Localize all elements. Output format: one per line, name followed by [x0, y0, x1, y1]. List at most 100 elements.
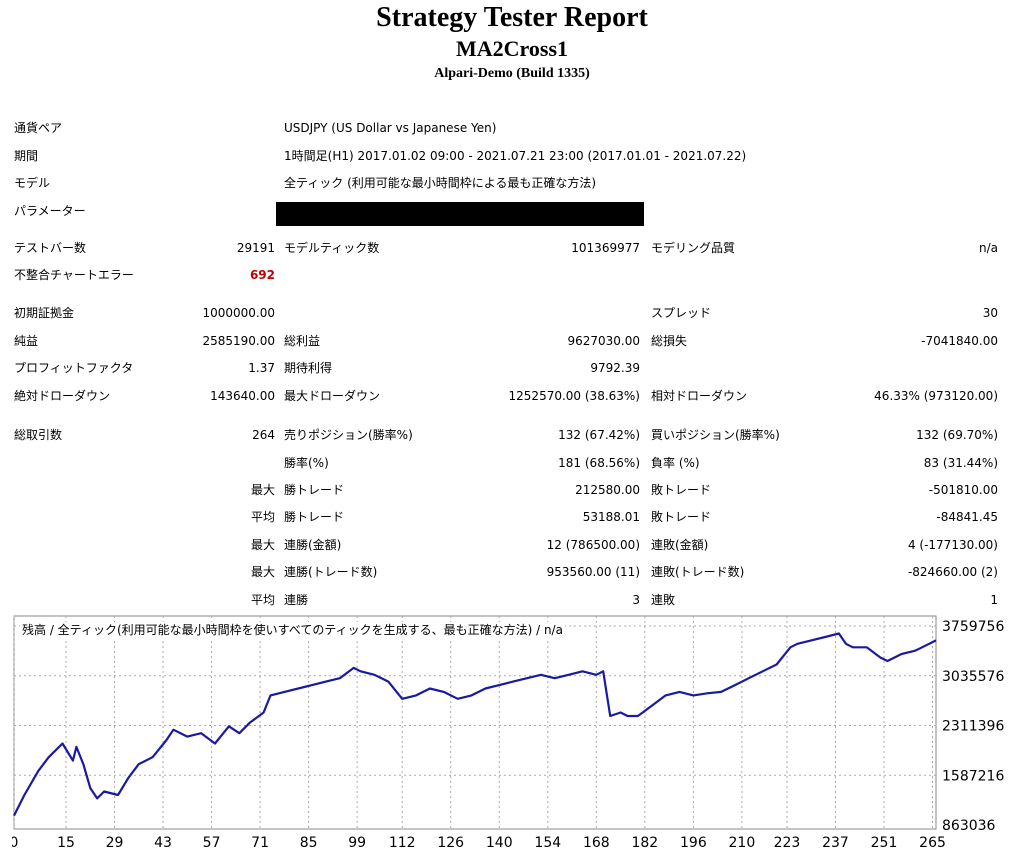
y-tick-label: 2311396	[942, 719, 1004, 735]
mismatch-label: 不整合チャートエラー	[14, 268, 134, 282]
x-tick-label: 196	[680, 835, 707, 851]
cons-loss-cnt-label: 連敗(トレード数)	[651, 565, 745, 579]
x-tick-label: 99	[348, 835, 366, 851]
max-label-2: 最大	[250, 538, 275, 552]
max-dd-value: 1252570.00 (38.63%)	[508, 389, 640, 403]
quality-value: n/a	[978, 241, 998, 255]
x-tick-label: 237	[822, 835, 849, 851]
cons-win-amt-label: 連勝(金額)	[284, 538, 342, 552]
payoff-value: 9792.39	[590, 361, 640, 375]
short-value: 132 (67.42%)	[558, 428, 640, 442]
win-label: 勝率(%)	[284, 456, 329, 470]
x-tick-label: 210	[729, 835, 756, 851]
bars-value: 29191	[236, 241, 275, 255]
avg-loss-value: -84841.45	[936, 510, 998, 524]
spread-value: 30	[982, 306, 998, 320]
x-tick-label: 112	[389, 835, 416, 851]
bars-label: テストバー数	[14, 241, 87, 255]
expert-name: MA2Cross1	[455, 36, 569, 61]
avg-win-value: 53188.01	[582, 510, 640, 524]
cons-loss-amt-label: 連敗(金額)	[651, 538, 709, 552]
cons-win-cnt-label: 連勝(トレード数)	[284, 565, 378, 579]
cons-win-amt-value: 12 (786500.00)	[546, 538, 640, 552]
avg-cons-loss-value: 1	[990, 593, 998, 607]
gross-profit-value: 9627030.00	[567, 334, 640, 348]
deposit-value: 1000000.00	[202, 306, 275, 320]
max-loss-value: -501810.00	[928, 483, 998, 497]
report-title: Strategy Tester Report	[376, 2, 648, 33]
x-tick-label: 223	[774, 835, 801, 851]
spread-label: スプレッド	[651, 306, 712, 320]
quality-label: モデリング品質	[651, 241, 736, 255]
ticks-label: モデルティック数	[284, 241, 380, 255]
x-tick-label: 57	[203, 835, 221, 851]
cons-win-cnt-value: 953560.00 (11)	[546, 565, 640, 579]
x-tick-label: 43	[154, 835, 172, 851]
avg-cons-win-label: 連勝	[284, 593, 309, 607]
avg-win-label: 勝トレード	[284, 510, 345, 524]
rel-dd-label: 相対ドローダウン	[651, 389, 748, 403]
gross-loss-label: 総損失	[651, 334, 688, 348]
x-tick-label: 182	[631, 835, 658, 851]
x-tick-label: 71	[251, 835, 269, 851]
period-value: 1時間足(H1) 2017.01.02 09:00 - 2021.07.21 2…	[284, 149, 747, 163]
y-tick-label: 863036	[942, 818, 996, 834]
avg-loss-label: 敗トレード	[651, 510, 712, 524]
win-value: 181 (68.56%)	[558, 456, 640, 470]
max-loss-label: 敗トレード	[651, 483, 712, 497]
short-label: 売りポジション(勝率%)	[284, 428, 413, 442]
period-label: 期間	[14, 149, 39, 163]
x-tick-label: 126	[437, 835, 464, 851]
mismatch-value: 692	[249, 268, 275, 282]
avg-label-2: 平均	[250, 593, 275, 607]
x-tick-label: 85	[300, 835, 318, 851]
params-redacted	[276, 202, 644, 226]
x-tick-label: 251	[871, 835, 898, 851]
payoff-label: 期待利得	[284, 361, 333, 375]
symbol-label: 通貨ペア	[14, 121, 63, 135]
x-tick-label: 265	[919, 835, 946, 851]
trades-value: 264	[252, 428, 275, 442]
max-dd-label: 最大ドローダウン	[284, 389, 381, 403]
max-win-value: 212580.00	[575, 483, 640, 497]
avg-cons-win-value: 3	[632, 593, 640, 607]
gross-profit-label: 総利益	[284, 334, 321, 348]
rel-dd-value: 46.33% (973120.00)	[874, 389, 998, 403]
model-value: 全ティック (利用可能な最小時間枠による最も正確な方法)	[284, 176, 597, 190]
trades-label: 総取引数	[14, 428, 63, 442]
avg-label-1: 平均	[250, 510, 275, 524]
y-tick-label: 1587216	[942, 768, 1004, 784]
pf-label: プロフィットファクタ	[14, 361, 134, 375]
abs-dd-label: 絶対ドローダウン	[14, 389, 111, 403]
cons-loss-cnt-value: -824660.00 (2)	[907, 565, 998, 579]
gross-loss-value: -7041840.00	[921, 334, 998, 348]
balance-line	[13, 632, 937, 817]
loss-value: 83 (31.44%)	[923, 456, 998, 470]
pf-value: 1.37	[248, 361, 275, 375]
x-tick-label: 29	[106, 835, 124, 851]
x-tick-label: 154	[534, 835, 561, 851]
avg-cons-loss-label: 連敗	[651, 593, 676, 607]
x-tick-label: 15	[57, 835, 75, 851]
long-label: 買いポジション(勝率%)	[651, 428, 780, 442]
model-label: モデル	[14, 176, 51, 190]
x-tick-label: 168	[583, 835, 610, 851]
deposit-label: 初期証拠金	[14, 306, 75, 320]
net-value: 2585190.00	[202, 334, 275, 348]
y-tick-label: 3759756	[942, 619, 1004, 635]
max-label-1: 最大	[250, 483, 275, 497]
plot-area	[13, 615, 937, 830]
params-label: パラメーター	[14, 204, 86, 218]
balance-chart: 3759756 3035576 2311396 1587216 863036 0 15 29 4…	[12, 615, 1004, 851]
x-tick-label: 140	[486, 835, 513, 851]
ticks-value: 101369977	[571, 241, 640, 255]
max-win-label: 勝トレード	[284, 483, 345, 497]
chart-title: 残高 / 全ティック(利用可能な最小時間枠を使いすべてのティックを生成する、最も…	[20, 622, 565, 638]
loss-label: 負率 (%)	[651, 456, 700, 470]
symbol-value: USDJPY (US Dollar vs Japanese Yen)	[284, 121, 497, 135]
server-build: Alpari-Demo (Build 1335)	[434, 66, 590, 81]
abs-dd-value: 143640.00	[210, 389, 275, 403]
x-tick-label: 0	[12, 835, 18, 851]
max-label-3: 最大	[250, 565, 275, 579]
net-label: 純益	[14, 334, 39, 348]
